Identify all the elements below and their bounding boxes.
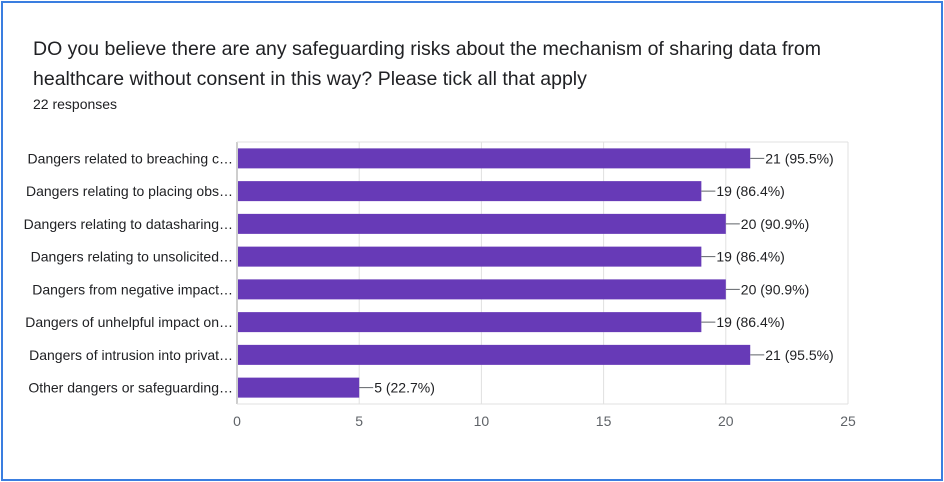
bar [238,377,360,398]
category-label: Dangers of intrusion into privat… [29,347,233,363]
x-tick-label: 0 [233,413,241,429]
x-tick-label: 25 [840,413,856,429]
bar [238,148,751,169]
bar [238,246,702,267]
x-tick-label: 10 [474,413,490,429]
category-label: Dangers of unhelpful impact on… [25,314,233,330]
x-tick-label: 15 [596,413,612,429]
category-label: Dangers related to breaching c… [28,150,233,166]
category-label: Dangers relating to datasharing… [24,216,233,232]
x-tick-label: 20 [718,413,734,429]
value-label: 19 (86.4%) [716,314,784,330]
value-label: 5 (22.7%) [374,380,435,396]
category-label: Dangers relating to unsolicited… [31,249,233,265]
bar [238,213,726,234]
category-label: Dangers relating to placing obs… [26,183,233,199]
value-label: 20 (90.9%) [741,216,809,232]
x-tick-label: 5 [355,413,363,429]
value-label: 21 (95.5%) [765,347,833,363]
response-count: 22 responses [33,96,118,112]
category-label: Dangers from negative impact… [32,281,233,297]
bar [238,344,751,365]
value-label: 19 (86.4%) [716,183,784,199]
question-title: DO you believe there are any safeguardin… [33,38,822,90]
bar [238,279,726,300]
category-label: Other dangers or safeguarding… [28,380,233,396]
value-label: 21 (95.5%) [765,150,833,166]
value-label: 19 (86.4%) [716,249,784,265]
bar [238,181,702,202]
value-label: 20 (90.9%) [741,281,809,297]
bar [238,312,702,333]
